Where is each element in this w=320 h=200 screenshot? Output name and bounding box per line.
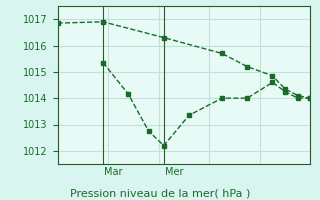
Text: Pression niveau de la mer( hPa ): Pression niveau de la mer( hPa ) bbox=[70, 188, 250, 198]
Text: Mar: Mar bbox=[104, 167, 123, 177]
Text: Mer: Mer bbox=[165, 167, 184, 177]
